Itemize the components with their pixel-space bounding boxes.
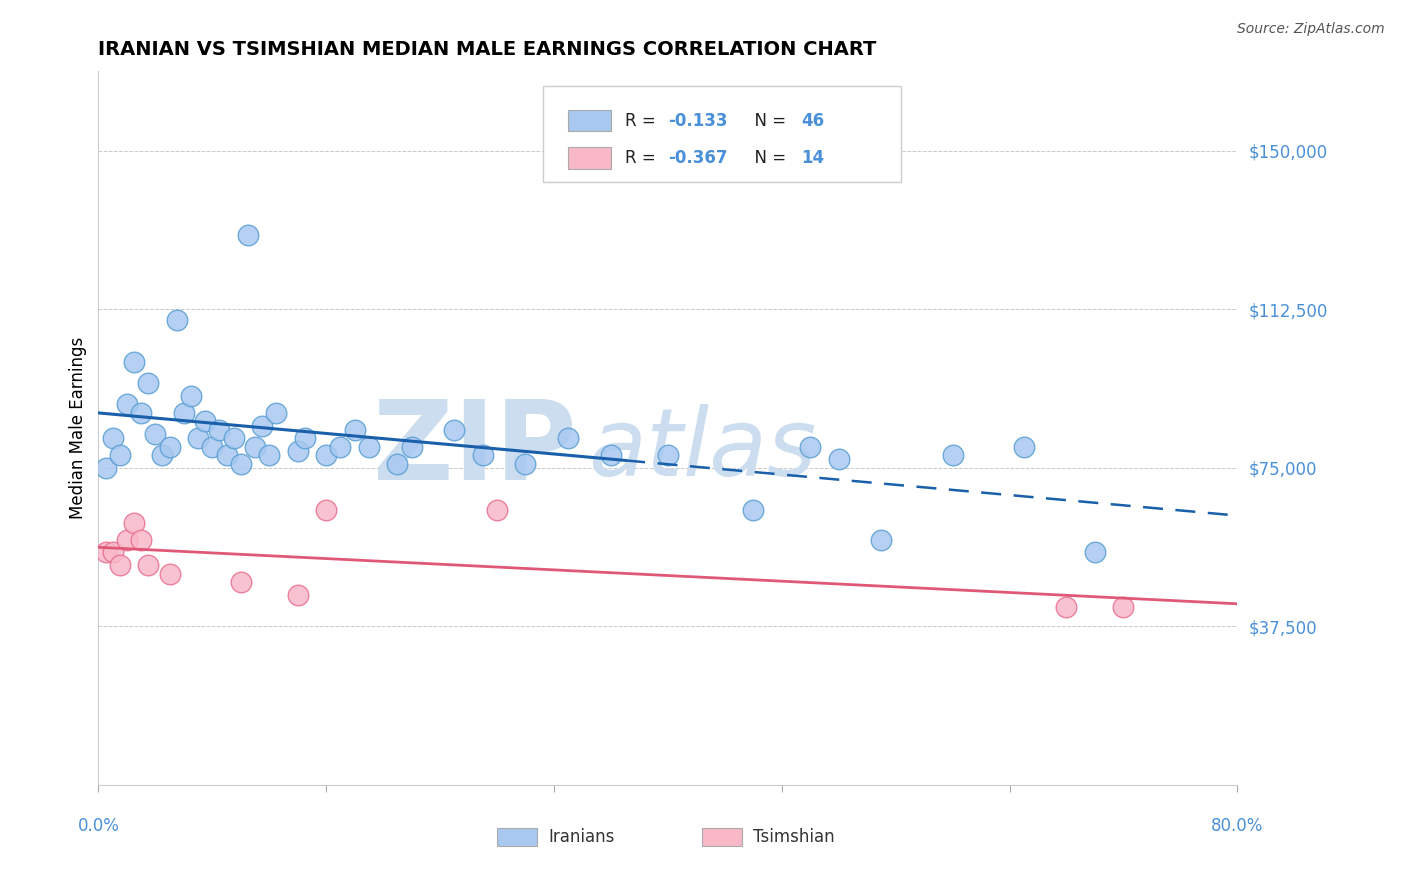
- Point: [600, 448, 623, 462]
- Point: [94, 545, 117, 559]
- Text: Iranians: Iranians: [548, 828, 614, 846]
- Point: [294, 431, 316, 445]
- Point: [94, 460, 117, 475]
- Point: [159, 566, 181, 581]
- Point: [799, 440, 821, 454]
- Text: IRANIAN VS TSIMSHIAN MEDIAN MALE EARNINGS CORRELATION CHART: IRANIAN VS TSIMSHIAN MEDIAN MALE EARNING…: [98, 39, 877, 59]
- Point: [828, 452, 851, 467]
- Point: [329, 440, 352, 454]
- Text: R =: R =: [624, 112, 661, 129]
- Point: [129, 533, 152, 547]
- Point: [942, 448, 965, 462]
- Text: N =: N =: [744, 112, 792, 129]
- Text: N =: N =: [744, 149, 792, 167]
- Point: [1012, 440, 1035, 454]
- Point: [243, 440, 266, 454]
- Point: [152, 448, 174, 462]
- Point: [250, 418, 273, 433]
- Point: [515, 457, 537, 471]
- Point: [136, 558, 159, 572]
- Point: [122, 355, 145, 369]
- Point: [266, 406, 288, 420]
- Point: [657, 448, 679, 462]
- Point: [443, 423, 465, 437]
- Bar: [568, 110, 612, 131]
- Point: [1112, 600, 1135, 615]
- Bar: [702, 828, 742, 846]
- Point: [180, 389, 202, 403]
- Point: [236, 228, 259, 243]
- Text: 0.0%: 0.0%: [77, 817, 120, 835]
- Point: [194, 414, 217, 428]
- Point: [108, 558, 131, 572]
- Point: [187, 431, 209, 445]
- Point: [122, 516, 145, 530]
- Text: ZIP: ZIP: [374, 396, 576, 503]
- Point: [201, 440, 224, 454]
- Point: [115, 533, 138, 547]
- Point: [145, 427, 167, 442]
- Point: [229, 574, 252, 589]
- Point: [870, 533, 893, 547]
- Text: Source: ZipAtlas.com: Source: ZipAtlas.com: [1237, 22, 1385, 37]
- Point: [136, 376, 159, 391]
- FancyBboxPatch shape: [543, 86, 901, 182]
- Point: [287, 443, 309, 458]
- Text: 14: 14: [801, 149, 824, 167]
- Point: [1084, 545, 1107, 559]
- Text: 80.0%: 80.0%: [1211, 817, 1264, 835]
- Point: [108, 448, 131, 462]
- Bar: [498, 828, 537, 846]
- Text: Tsimshian: Tsimshian: [754, 828, 835, 846]
- Point: [287, 588, 309, 602]
- Point: [173, 406, 195, 420]
- Point: [222, 431, 245, 445]
- Point: [1056, 600, 1078, 615]
- Point: [357, 440, 380, 454]
- Point: [343, 423, 366, 437]
- Point: [486, 503, 509, 517]
- Text: -0.133: -0.133: [668, 112, 727, 129]
- Point: [101, 545, 124, 559]
- Point: [101, 431, 124, 445]
- Point: [387, 457, 409, 471]
- Point: [208, 423, 231, 437]
- Point: [742, 503, 765, 517]
- Point: [129, 406, 152, 420]
- Bar: [568, 147, 612, 169]
- Point: [471, 448, 494, 462]
- Point: [115, 397, 138, 411]
- Text: 46: 46: [801, 112, 824, 129]
- Y-axis label: Median Male Earnings: Median Male Earnings: [69, 337, 87, 519]
- Point: [315, 503, 337, 517]
- Point: [557, 431, 579, 445]
- Point: [401, 440, 423, 454]
- Point: [259, 448, 281, 462]
- Point: [229, 457, 252, 471]
- Text: -0.367: -0.367: [668, 149, 727, 167]
- Point: [159, 440, 181, 454]
- Point: [315, 448, 337, 462]
- Text: atlas: atlas: [588, 404, 817, 495]
- Text: R =: R =: [624, 149, 661, 167]
- Point: [166, 313, 188, 327]
- Point: [215, 448, 238, 462]
